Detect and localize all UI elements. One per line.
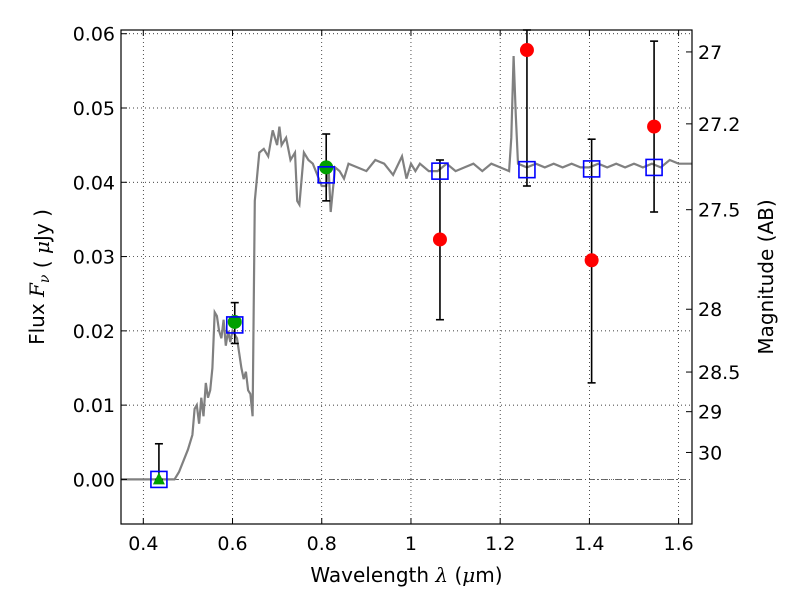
red-detection-point (647, 119, 662, 134)
y2-tick-label: 28.5 (698, 362, 740, 384)
data-points (150, 29, 663, 489)
x-tick-label: 1 (405, 533, 417, 555)
y-tick-label: 0.03 (73, 247, 115, 269)
model-box-point (150, 470, 168, 489)
y2-tick-label: 27.5 (698, 200, 740, 222)
y2-tick-label: 29 (698, 402, 722, 424)
x-tick-label: 1.4 (574, 533, 604, 555)
red-detection-point (584, 253, 599, 268)
model-box-point (431, 162, 449, 180)
y-axis-label: Flux Fν ( μJy ) (25, 209, 54, 345)
y2-axis-label: Magnitude (AB) (754, 199, 778, 354)
y2-tick-label: 30 (698, 442, 722, 464)
y-tick-label: 0.00 (73, 469, 115, 491)
model-box-point (225, 316, 244, 334)
y-tick-label: 0.02 (73, 321, 115, 343)
x-tick-label: 1.6 (664, 533, 694, 555)
model-box-point (317, 166, 336, 184)
green-detection-point (227, 314, 242, 329)
y-tick-label: 0.04 (73, 172, 115, 194)
y2-tick-label: 28 (698, 299, 722, 321)
x-tick-label: 1.2 (485, 533, 515, 555)
plot-frame (120, 29, 693, 525)
x-axis-label: Wavelength λ (μm) (310, 563, 502, 587)
model-box-point (645, 158, 663, 177)
model-box-point (582, 160, 601, 178)
template-sed-curve (121, 55, 692, 481)
axis-ticks: 0.4 0.6 0.8 1 1.2 1.4 1.6 0.00 0.01 0.02 0.03 0.04 0… (73, 24, 741, 555)
green-triangle-point (152, 472, 165, 485)
x-tick-label: 0.6 (217, 533, 247, 555)
y-tick-label: 0.06 (73, 24, 115, 46)
grid-lines (121, 30, 692, 524)
red-detection-point (519, 43, 534, 58)
y-tick-label: 0.05 (73, 98, 115, 120)
y-tick-label: 0.01 (73, 395, 115, 417)
y2-tick-label: 27.2 (698, 114, 740, 136)
x-tick-label: 0.4 (128, 533, 158, 555)
model-box-point (518, 160, 536, 179)
y2-tick-label: 27 (698, 42, 722, 64)
red-detection-point (432, 232, 447, 247)
x-tick-label: 0.8 (307, 533, 337, 555)
